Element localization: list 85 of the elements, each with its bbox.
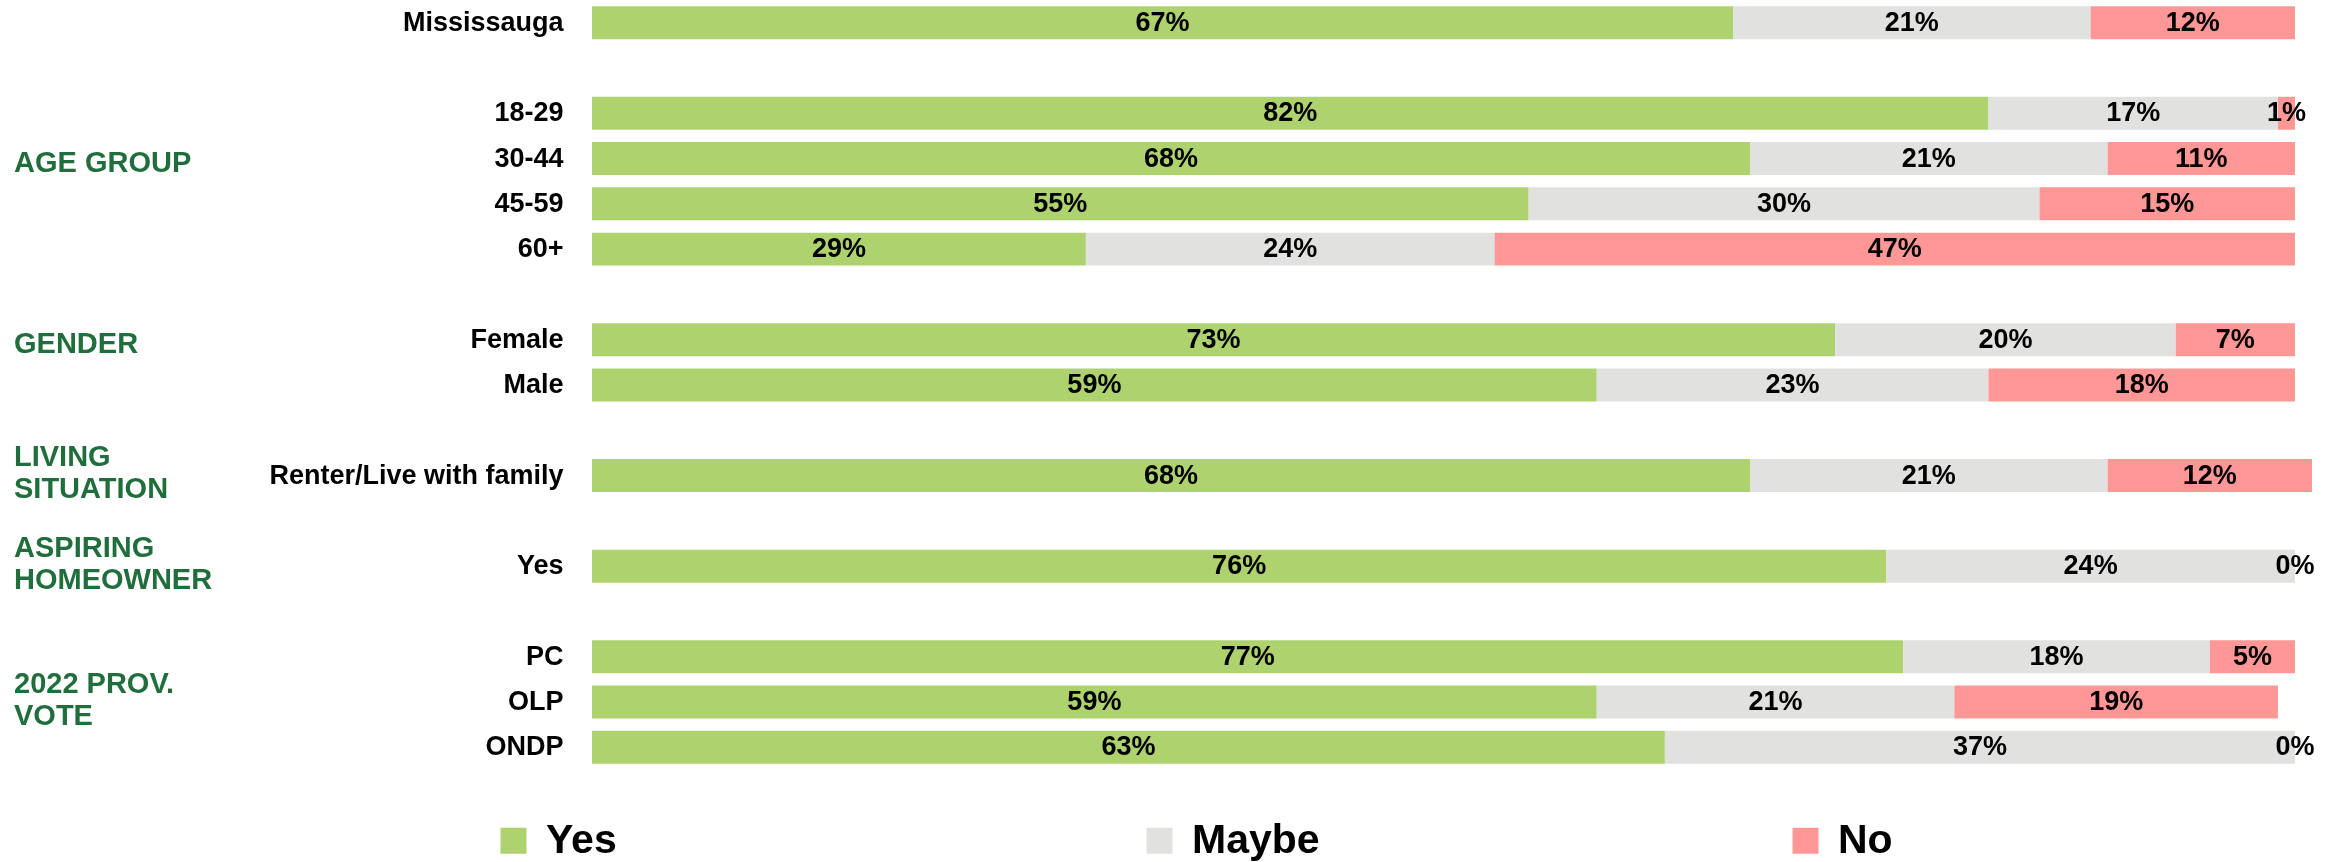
- bar: [2090, 6, 2295, 40]
- bar: [592, 368, 1597, 402]
- bar: [592, 459, 1751, 493]
- bar: [592, 232, 1086, 266]
- bar: [1732, 6, 2091, 40]
- data-label: 19%: [2089, 686, 2144, 717]
- data-label: 18%: [2114, 369, 2169, 399]
- bar: [2107, 142, 2295, 176]
- data-label: 47%: [1867, 233, 1922, 264]
- bar: [592, 96, 1989, 130]
- bar: [592, 323, 1836, 357]
- y-tick-label: 60+: [517, 233, 564, 264]
- data-label: 63%: [1101, 731, 1156, 762]
- bar: [592, 187, 1529, 221]
- legend-label: Maybe: [1192, 815, 1320, 862]
- y-tick-label: 45-59: [494, 187, 564, 218]
- data-label: 67%: [1135, 6, 1190, 37]
- data-label: 24%: [1263, 233, 1318, 264]
- y-tick-label: Female: [470, 323, 564, 354]
- data-label: 17%: [2106, 97, 2161, 128]
- bar: [1750, 459, 2108, 493]
- bar: [1596, 368, 1989, 402]
- y-tick-label: OLP: [507, 686, 564, 717]
- data-label: 77%: [1220, 640, 1275, 671]
- bar: [1750, 142, 2108, 176]
- y-tick-label: Mississauga: [402, 6, 565, 37]
- data-label: 21%: [1901, 459, 1956, 490]
- data-label: 21%: [1901, 142, 1956, 173]
- data-label: 12%: [2165, 6, 2220, 37]
- data-label: 76%: [1212, 550, 1267, 581]
- bar: [592, 640, 1904, 674]
- data-label: 5%: [2232, 640, 2272, 671]
- bar: [1596, 685, 1955, 719]
- data-label: 20%: [1978, 323, 2033, 354]
- bar: [2175, 323, 2295, 357]
- data-label: 59%: [1067, 369, 1122, 399]
- data-label: 0%: [2275, 550, 2315, 581]
- data-label: 82%: [1263, 97, 1318, 128]
- text: ASPIRING HOMEOWNER: [14, 531, 213, 596]
- y-tick-label: PC: [525, 640, 564, 671]
- data-label: 15%: [2140, 187, 2195, 218]
- bar: [1988, 368, 2295, 402]
- y-tick-label: Yes: [516, 550, 564, 581]
- data-label: 73%: [1186, 323, 1241, 354]
- bar: [2107, 459, 2312, 493]
- data-label: 0%: [2275, 731, 2315, 762]
- bar: [592, 730, 1665, 764]
- data-label: 68%: [1143, 142, 1199, 173]
- legend-label: No: [1838, 815, 1893, 862]
- data-label: 30%: [1757, 187, 1812, 218]
- bar: [592, 6, 1733, 40]
- bar: [1903, 640, 2210, 674]
- data-label: 24%: [2063, 550, 2118, 581]
- bar: [592, 685, 1597, 719]
- bar: [2039, 187, 2295, 221]
- data-label: 21%: [1748, 686, 1803, 717]
- bar: [1528, 187, 2040, 221]
- legend-label: Yes: [546, 815, 617, 862]
- data-label: 21%: [1884, 6, 1939, 37]
- bar: [592, 549, 1887, 583]
- data-label: 18%: [2029, 640, 2084, 671]
- bar: [1835, 323, 2176, 357]
- data-label: 59%: [1067, 686, 1122, 717]
- data-label: 23%: [1765, 369, 1820, 399]
- y-tick-label: 18-29: [494, 97, 564, 128]
- text: AGE GROUP: [14, 146, 192, 179]
- bar: [1954, 685, 2278, 719]
- bar: [592, 142, 1751, 176]
- data-label: 68%: [1143, 459, 1199, 490]
- y-tick-label: Renter/Live with family: [269, 459, 564, 490]
- bar: [1085, 232, 1495, 266]
- data-label: 37%: [1952, 731, 2007, 762]
- data-label: 55%: [1033, 187, 1088, 218]
- data-label: 12%: [2182, 459, 2237, 490]
- text: GENDER: [14, 327, 139, 360]
- data-label: 11%: [2175, 142, 2228, 173]
- text: 2022 PROV. VOTE: [14, 666, 175, 731]
- text: LIVING SITUATION: [14, 440, 169, 505]
- y-tick-label: 30-44: [494, 142, 564, 173]
- data-label: 7%: [2215, 323, 2255, 354]
- y-tick-label: ONDP: [485, 731, 564, 762]
- data-label: 1%: [2266, 97, 2306, 128]
- bar: [1494, 232, 2295, 266]
- data-label: 29%: [811, 233, 866, 264]
- y-tick-label: Male: [503, 369, 564, 399]
